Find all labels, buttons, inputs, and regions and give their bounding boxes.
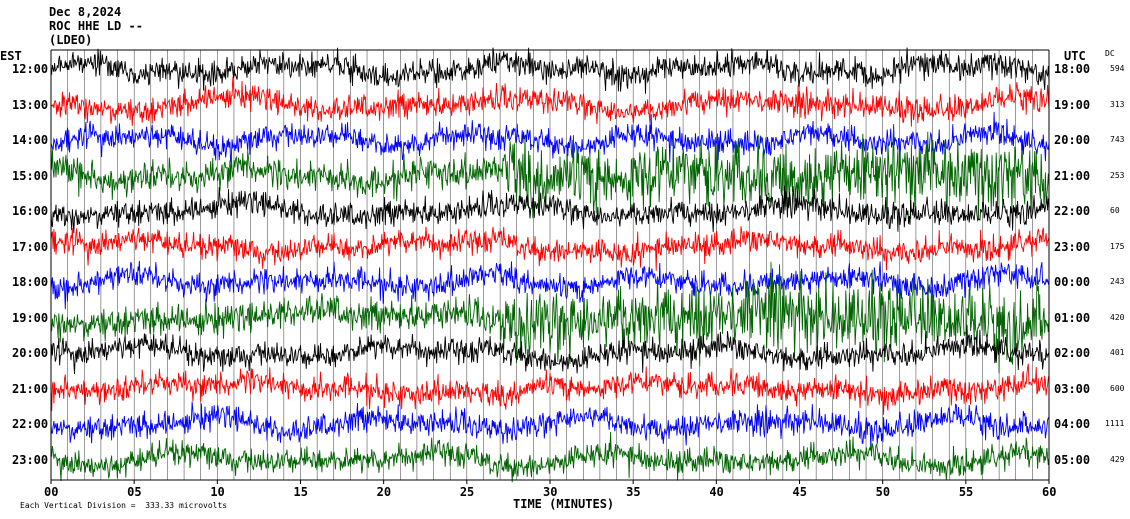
utc-hour-label: 03:00 — [1054, 381, 1091, 396]
x-tick-label: 05 — [127, 485, 142, 499]
trace-line-2000 — [50, 324, 1050, 375]
dc-offset-label: 313 — [1110, 99, 1125, 109]
utc-axis-label: UTC — [1064, 49, 1086, 63]
scale-note: Each Vertical Division = 333.33 microvol… — [20, 501, 228, 510]
dc-offset-label: 1111 — [1105, 419, 1125, 428]
x-tick-label: 60 — [1042, 485, 1057, 499]
dc-offset-label: 401 — [1110, 348, 1125, 357]
trace-line-2100 — [50, 363, 1050, 415]
est-hour-label: 20:00 — [12, 346, 49, 360]
station-label: ROC HHE LD -- — [49, 19, 143, 33]
utc-hour-label: 01:00 — [1054, 310, 1091, 325]
est-hour-label: 22:00 — [12, 417, 49, 431]
trace-line-1900 — [50, 261, 1050, 374]
dc-offset-label: 175 — [1110, 241, 1125, 251]
est-hour-label: 23:00 — [12, 452, 49, 467]
dc-offset-label: 420 — [1110, 312, 1125, 322]
est-hour-label: 14:00 — [12, 133, 49, 147]
trace-line-1400 — [50, 111, 1050, 163]
dc-offset-label: 253 — [1110, 170, 1125, 180]
utc-hour-label: 22:00 — [1054, 204, 1091, 218]
x-tick-label: 20 — [376, 485, 392, 499]
x-tick-label: 10 — [210, 485, 225, 499]
utc-hour-label: 02:00 — [1054, 346, 1091, 360]
x-axis-title: TIME (MINUTES) — [513, 497, 615, 511]
utc-hour-label: 04:00 — [1054, 417, 1091, 431]
est-hour-label: 12:00 — [12, 62, 49, 76]
x-tick-label: 25 — [459, 485, 475, 499]
dc-offset-label: 600 — [1110, 383, 1125, 393]
seismic-traces — [50, 47, 1050, 483]
dc-offset-label: 743 — [1110, 135, 1125, 144]
dc-offset-label: 243 — [1110, 277, 1125, 286]
est-hour-label: 13:00 — [12, 97, 49, 112]
est-hour-label: 18:00 — [12, 275, 49, 289]
utc-hour-label: 20:00 — [1054, 133, 1091, 147]
x-tick-label: 45 — [792, 485, 807, 499]
utc-hour-label: 00:00 — [1054, 275, 1091, 289]
x-tick-label: 50 — [875, 485, 891, 499]
est-hour-label: 19:00 — [12, 310, 49, 325]
est-hour-label: 21:00 — [12, 381, 49, 396]
est-hour-label: 15:00 — [12, 168, 49, 183]
trace-line-1500 — [50, 123, 1050, 221]
network-label: (LDEO) — [49, 33, 93, 47]
trace-line-1700 — [50, 226, 1050, 271]
dc-offset-label: 429 — [1110, 454, 1125, 464]
plot-frame — [50, 49, 1050, 484]
utc-hour-label: 05:00 — [1054, 452, 1091, 467]
x-tick-label: 00 — [44, 485, 59, 499]
trace-line-1300 — [50, 77, 1050, 127]
x-tick-label: 15 — [293, 485, 308, 499]
dc-column-label: DC — [1105, 49, 1115, 58]
x-tick-label: 35 — [626, 485, 641, 499]
est-hour-label: 16:00 — [12, 204, 49, 218]
x-tick-label: 40 — [709, 485, 724, 499]
utc-hour-label: 18:00 — [1054, 62, 1091, 76]
dc-offset-label: 594 — [1110, 64, 1125, 73]
trace-line-1200 — [50, 47, 1050, 94]
trace-line-2200 — [50, 401, 1049, 449]
utc-hour-label: 23:00 — [1054, 239, 1091, 254]
trace-line-2300 — [50, 431, 1050, 483]
trace-line-1800 — [50, 260, 1050, 310]
est-axis-label: EST — [0, 49, 22, 63]
minute-grid — [67, 50, 1033, 480]
x-tick-label: 55 — [958, 485, 974, 499]
trace-line-1600 — [50, 185, 1050, 234]
x-tick-label: 30 — [543, 485, 558, 499]
dc-offset-label: 60 — [1110, 206, 1120, 215]
utc-hour-label: 21:00 — [1054, 168, 1091, 183]
utc-hour-label: 19:00 — [1054, 97, 1091, 112]
est-hour-label: 17:00 — [12, 239, 49, 254]
date-label: Dec 8,2024 — [49, 5, 122, 19]
